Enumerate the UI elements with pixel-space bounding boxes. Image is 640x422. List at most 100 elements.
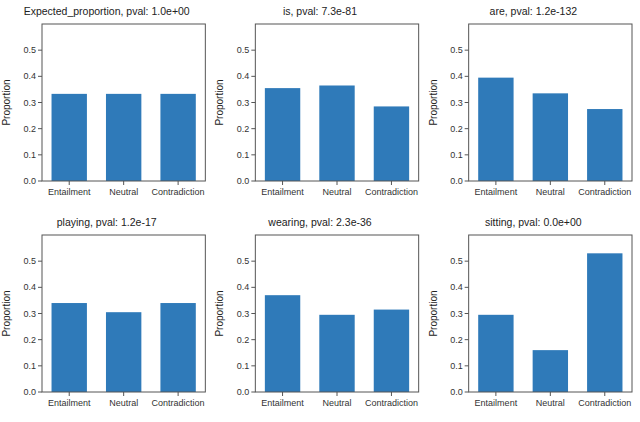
bar <box>52 303 87 392</box>
y-tick <box>38 261 42 262</box>
y-tick <box>38 365 42 366</box>
bars <box>478 78 622 181</box>
x-tick <box>337 181 338 185</box>
y-tick-label: 0.5 <box>23 256 36 266</box>
x-tick <box>282 392 283 396</box>
x-tick-label: Contradiction <box>578 187 631 197</box>
bar <box>478 78 513 181</box>
bars <box>265 85 409 181</box>
x-tick-label: Entailment <box>48 187 91 197</box>
y-tick <box>251 313 255 314</box>
y-axis-label: Proportion <box>214 79 225 125</box>
y-tick <box>465 365 469 366</box>
bars <box>52 94 196 181</box>
bar <box>106 312 141 392</box>
y-tick-label: 0.0 <box>450 176 463 186</box>
y-tick <box>251 181 255 182</box>
y-tick-label: 0.3 <box>23 309 36 319</box>
chart-title: wearing, pval: 2.3e-36 <box>267 216 371 228</box>
x-tick <box>69 392 70 396</box>
bar <box>319 315 354 392</box>
y-tick-label: 0.4 <box>237 282 250 292</box>
x-tick-label: Neutral <box>322 187 351 197</box>
bars <box>478 253 622 392</box>
subplot: Expected_proportion, pval: 1.0e+00Propor… <box>1 5 205 197</box>
subplot: playing, pval: 1.2e-17Proportion0.00.10.… <box>1 216 205 408</box>
y-tick-label: 0.3 <box>23 98 36 108</box>
y-axis-label: Proportion <box>1 79 12 125</box>
x-tick <box>391 181 392 185</box>
x-tick <box>123 392 124 396</box>
plot-frame <box>255 24 418 181</box>
y-tick <box>465 181 469 182</box>
bar <box>106 94 141 181</box>
y-axis-label: Proportion <box>214 290 225 336</box>
y-tick-label: 0.2 <box>237 335 250 345</box>
y-tick-label: 0.4 <box>450 71 463 81</box>
y-tick <box>465 313 469 314</box>
plot-frame <box>469 24 632 181</box>
y-tick-label: 0.3 <box>450 98 463 108</box>
x-tick <box>550 392 551 396</box>
plot-frame <box>42 235 205 392</box>
bar <box>265 295 300 392</box>
y-tick-label: 0.0 <box>237 176 250 186</box>
y-tick <box>251 392 255 393</box>
x-tick <box>604 392 605 396</box>
y-tick-label: 0.1 <box>23 150 36 160</box>
y-tick-label: 0.5 <box>23 45 36 55</box>
subplot: are, pval: 1.2e-132Proportion0.00.10.20.… <box>428 5 632 197</box>
bar <box>265 88 300 181</box>
y-tick-label: 0.2 <box>450 335 463 345</box>
x-tick <box>69 181 70 185</box>
y-tick-label: 0.1 <box>237 150 250 160</box>
x-tick-label: Neutral <box>322 398 351 408</box>
bar <box>533 93 568 181</box>
y-tick <box>38 76 42 77</box>
y-tick-label: 0.4 <box>237 71 250 81</box>
y-tick-label: 0.5 <box>450 256 463 266</box>
plot-frame <box>255 235 418 392</box>
y-tick <box>38 392 42 393</box>
y-tick-label: 0.1 <box>23 361 36 371</box>
bars <box>52 303 196 392</box>
y-tick-label: 0.2 <box>23 124 36 134</box>
x-tick-label: Neutral <box>536 187 565 197</box>
y-tick-label: 0.3 <box>237 98 250 108</box>
x-tick-label: Entailment <box>261 398 304 408</box>
y-tick-label: 0.0 <box>23 176 36 186</box>
y-tick-label: 0.0 <box>450 387 463 397</box>
y-tick <box>465 128 469 129</box>
x-tick-label: Entailment <box>261 187 304 197</box>
x-tick-label: Contradiction <box>578 398 631 408</box>
y-tick-label: 0.3 <box>450 309 463 319</box>
x-tick <box>495 392 496 396</box>
subplot: wearing, pval: 2.3e-36Proportion0.00.10.… <box>214 216 418 408</box>
chart-title: are, pval: 1.2e-132 <box>490 5 578 17</box>
page: {"chart_data": [ {"type": "bar", "title"… <box>0 0 640 422</box>
y-tick-label: 0.3 <box>237 309 250 319</box>
y-tick-label: 0.1 <box>450 361 463 371</box>
y-tick-label: 0.4 <box>23 71 36 81</box>
x-tick-label: Contradiction <box>365 187 418 197</box>
bar <box>52 94 87 181</box>
subplot: sitting, pval: 0.0e+00Proportion0.00.10.… <box>428 216 632 408</box>
y-tick <box>251 102 255 103</box>
y-tick-label: 0.5 <box>450 45 463 55</box>
y-tick-label: 0.1 <box>450 150 463 160</box>
bars <box>265 295 409 392</box>
bar <box>478 315 513 392</box>
x-tick <box>282 181 283 185</box>
x-tick-label: Entailment <box>475 398 518 408</box>
y-tick-label: 0.0 <box>237 387 250 397</box>
bar <box>533 350 568 392</box>
x-tick <box>391 392 392 396</box>
plot-frame <box>42 24 205 181</box>
y-tick <box>38 102 42 103</box>
y-tick-label: 0.5 <box>237 256 250 266</box>
bar <box>160 94 195 181</box>
y-tick <box>465 102 469 103</box>
y-tick-label: 0.4 <box>23 282 36 292</box>
y-tick <box>38 287 42 288</box>
x-tick-label: Contradiction <box>152 398 205 408</box>
